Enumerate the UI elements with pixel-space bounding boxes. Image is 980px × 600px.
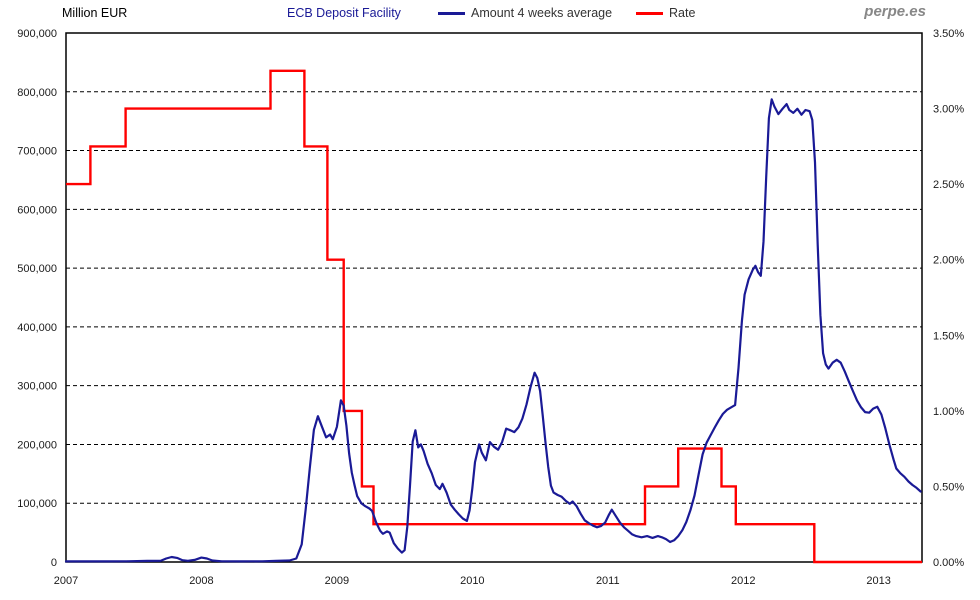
watermark: perpe.es — [864, 3, 926, 20]
left-axis-tick-label: 700,000 — [17, 146, 57, 158]
left-axis-unit-label: Million EUR — [62, 6, 128, 20]
left-axis-tick-label: 800,000 — [17, 87, 57, 99]
plot-border — [65, 32, 923, 563]
left-axis-tick-label: 300,000 — [17, 381, 57, 393]
legend-line-swatch-amount-icon — [438, 11, 465, 15]
legend-line-swatch-rate-icon — [636, 11, 663, 15]
x-axis-tick-label: 2012 — [731, 575, 755, 587]
right-axis-tick-label: 2.00% — [933, 255, 964, 267]
series-line-amount — [64, 98, 922, 563]
left-axis-tick-label: 400,000 — [17, 322, 57, 334]
right-axis-tick-label: 0.00% — [933, 557, 964, 569]
x-axis-tick-label: 2013 — [866, 575, 890, 587]
x-axis-tick-label: 2007 — [54, 575, 78, 587]
right-axis-tick-label: 1.50% — [933, 330, 964, 342]
legend-label-amount: Amount 4 weeks average — [471, 6, 613, 20]
legend-label-rate: Rate — [669, 6, 696, 20]
x-axis-tick-label: 2011 — [596, 575, 620, 587]
x-axis-tick-label: 2010 — [460, 575, 484, 587]
x-axis-tick-label: 2009 — [325, 575, 349, 587]
left-axis-tick-label: 500,000 — [17, 263, 57, 275]
x-axis-tick-label: 2008 — [189, 575, 213, 587]
left-axis-tick-label: 100,000 — [17, 498, 57, 510]
right-axis-tick-label: 3.00% — [933, 104, 964, 116]
left-axis-tick-label: 0 — [51, 557, 57, 569]
chart-title: ECB Deposit Facility — [287, 6, 401, 20]
right-axis-tick-label: 1.00% — [933, 406, 964, 418]
series-line-rate — [66, 69, 922, 564]
right-axis-tick-label: 2.50% — [933, 179, 964, 191]
left-axis-tick-label: 200,000 — [17, 439, 57, 451]
right-axis-tick-label: 0.50% — [933, 481, 964, 493]
legend-item-rate: Rate — [636, 6, 695, 20]
left-axis-tick-label: 900,000 — [17, 28, 57, 40]
right-axis-tick-label: 3.50% — [933, 28, 964, 40]
left-axis-tick-label: 600,000 — [17, 204, 57, 216]
legend-item-amount: Amount 4 weeks average — [438, 6, 612, 20]
